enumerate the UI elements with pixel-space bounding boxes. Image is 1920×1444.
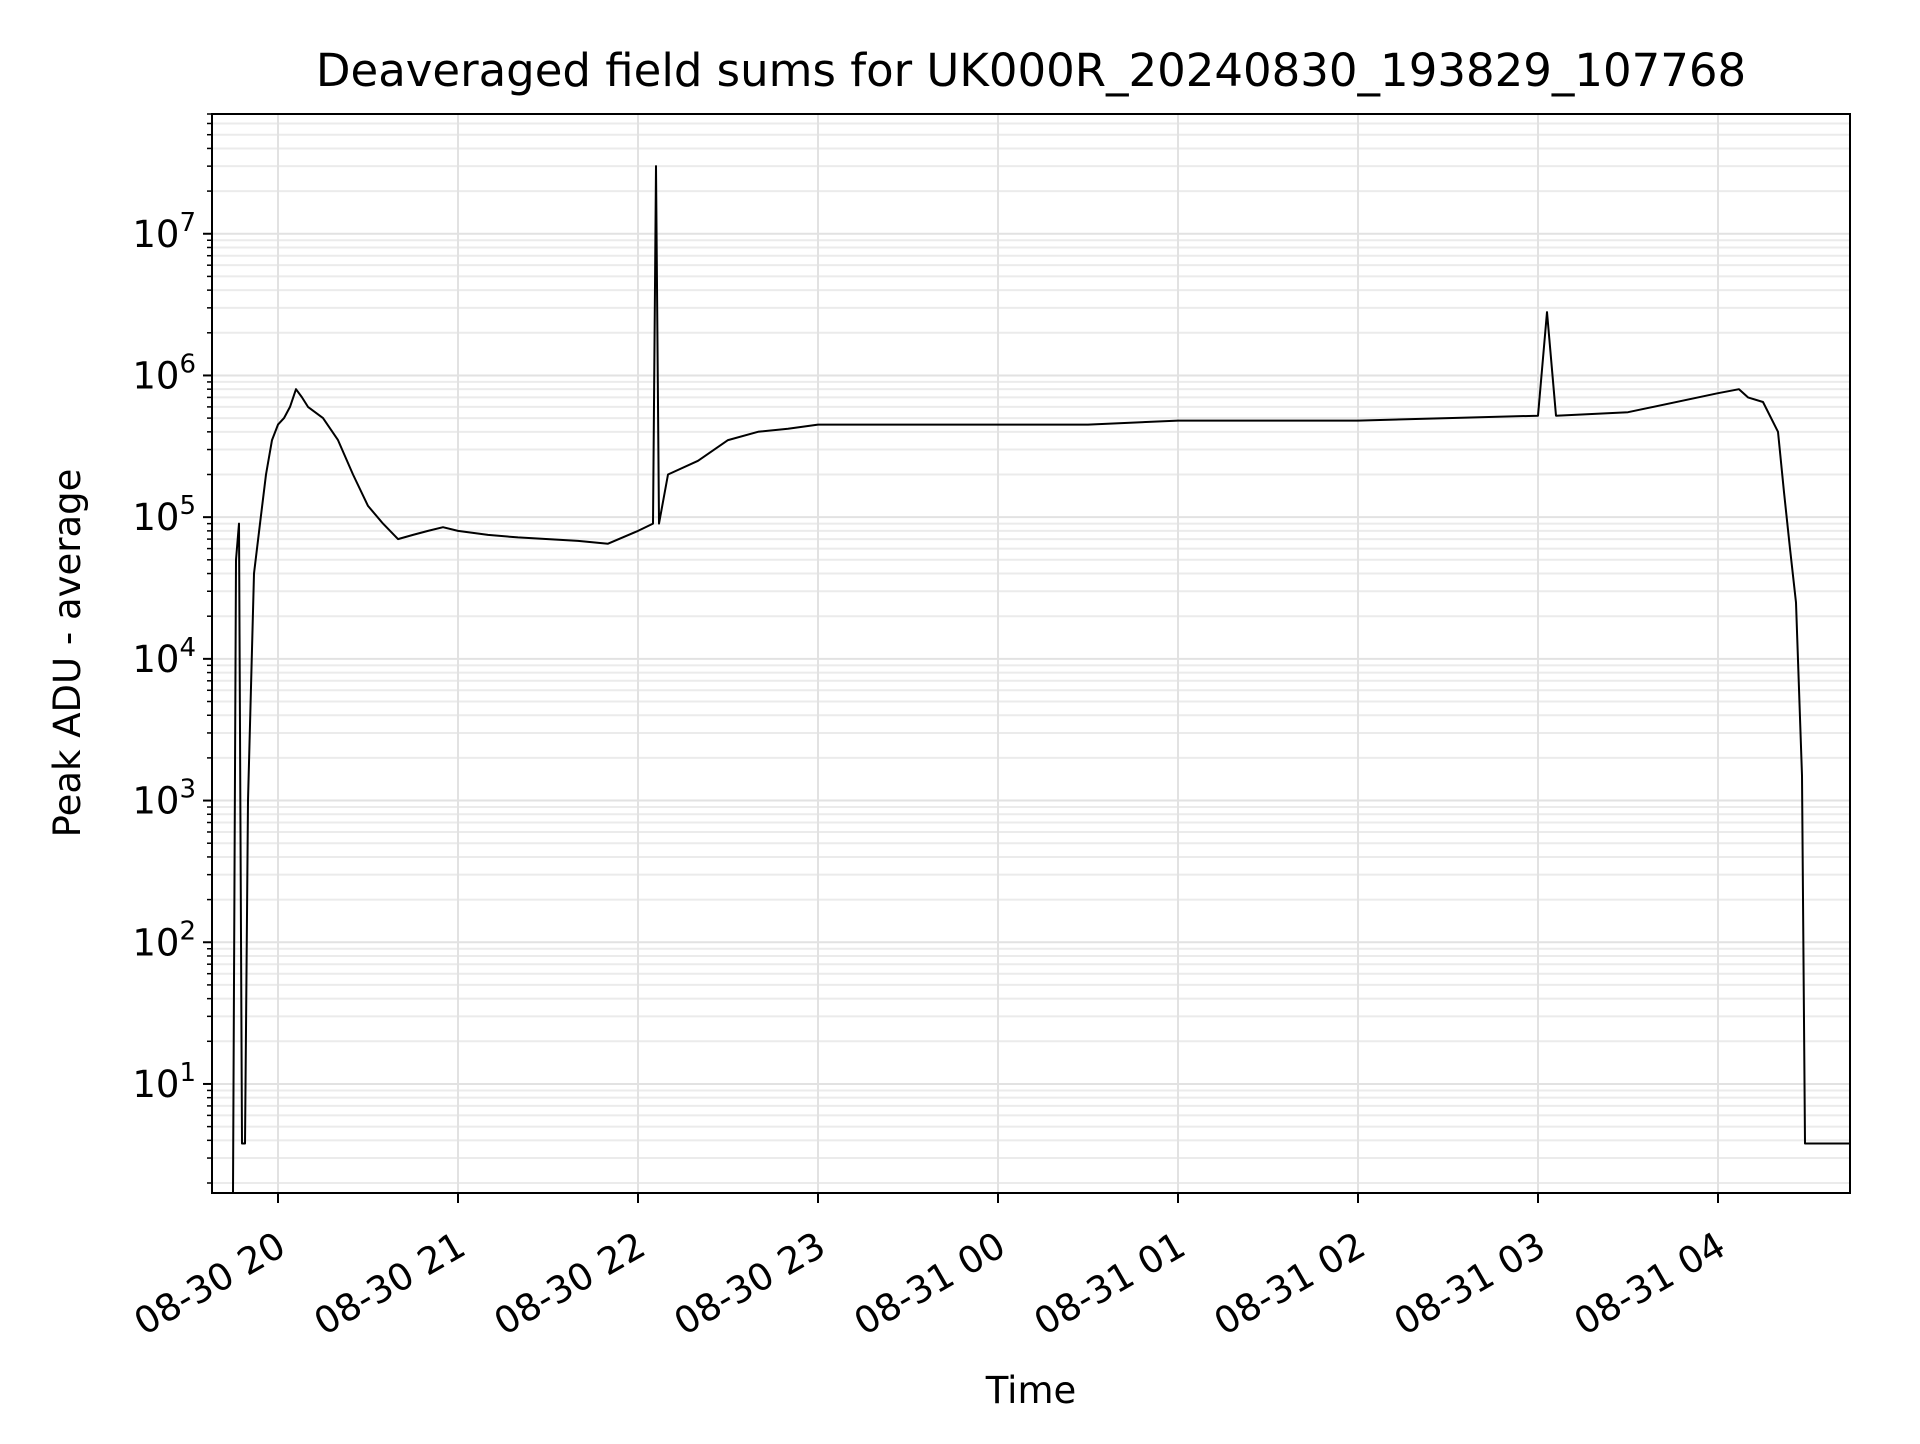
y-tick-base: 10 [132, 213, 179, 256]
y-tick-base: 10 [132, 780, 179, 823]
y-tick-exponent: 3 [179, 775, 196, 805]
plot-frame [211, 113, 1851, 1194]
y-tick-exponent: 6 [179, 349, 196, 379]
y-tick-base: 10 [132, 1063, 179, 1106]
chart-title: Deaveraged field sums for UK000R_2024083… [316, 44, 1746, 97]
series-line [232, 165, 1850, 1194]
y-tick-label: 104 [132, 633, 196, 681]
y-tick-exponent: 5 [179, 491, 196, 521]
x-axis-label: Time [985, 1369, 1077, 1412]
y-tick-exponent: 7 [179, 208, 196, 238]
y-tick-exponent: 2 [179, 916, 196, 946]
y-tick-label: 107 [132, 208, 196, 256]
y-tick-base: 10 [132, 496, 179, 539]
major-grid [212, 114, 1850, 1193]
minor-grid [212, 113, 1850, 1184]
y-tick-base: 10 [132, 638, 179, 681]
y-tick-exponent: 1 [179, 1058, 196, 1088]
y-tick-base: 10 [132, 354, 179, 397]
y-tick-label: 102 [132, 916, 196, 964]
y-tick-label: 106 [132, 349, 196, 397]
y-tick-label: 105 [132, 491, 196, 539]
y-tick-base: 10 [132, 921, 179, 964]
y-tick-exponent: 4 [179, 633, 196, 663]
series-layer [232, 165, 1850, 1194]
y-tick-label: 101 [132, 1058, 196, 1106]
y-axis-label: Peak ADU - average [46, 469, 89, 838]
y-tick-label: 103 [132, 775, 196, 823]
